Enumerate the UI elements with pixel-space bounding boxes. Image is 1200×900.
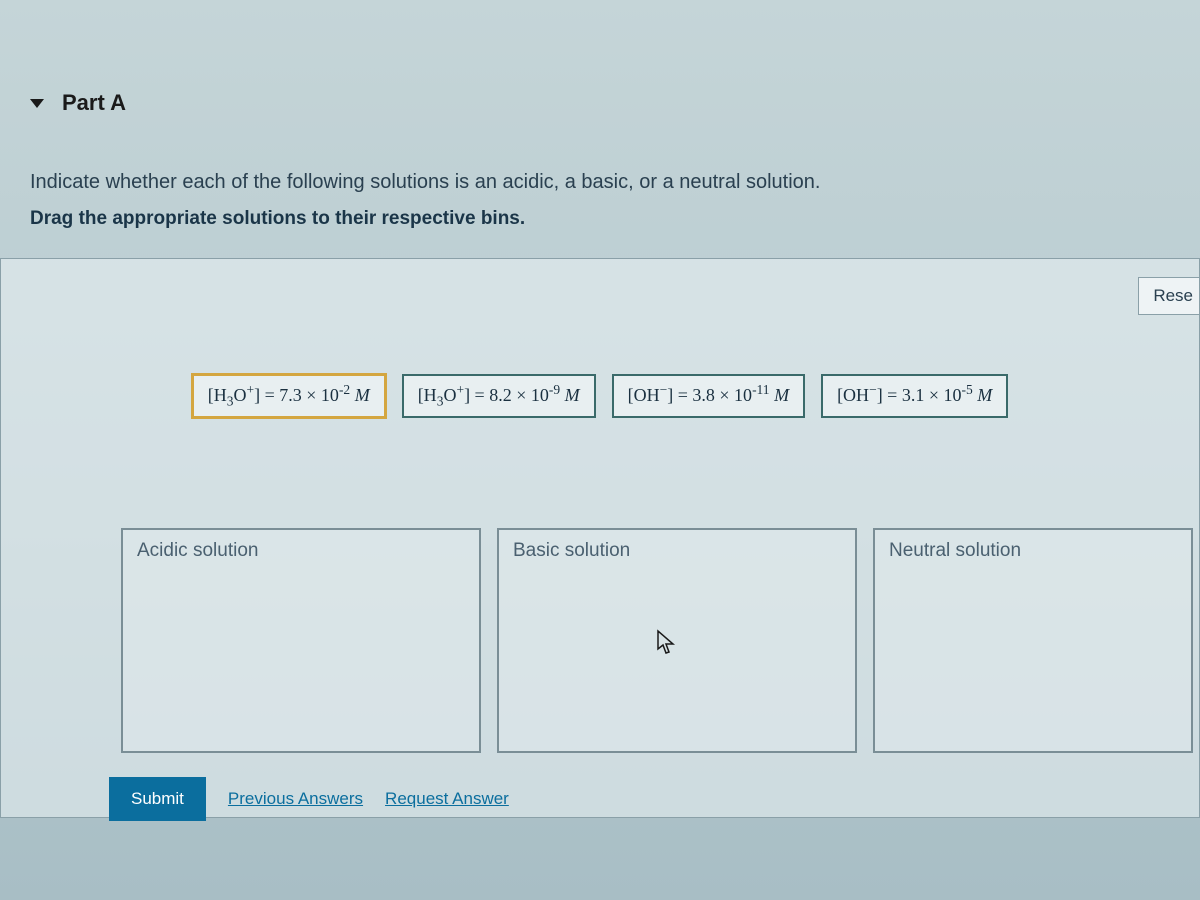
item-4-coeff: 3.1 [902, 385, 925, 405]
sub-instruction-text: Drag the appropriate solutions to their … [30, 208, 1200, 230]
item-1-unit: M [355, 385, 370, 405]
previous-answers-link[interactable]: Previous Answers [228, 789, 363, 809]
item-1-coeff: 7.3 [279, 385, 302, 405]
part-title: Part A [62, 90, 126, 116]
footer-row: Submit Previous Answers Request Answer [109, 777, 509, 821]
item-1-exp: -2 [339, 382, 350, 397]
item-2-coeff: 8.2 [489, 385, 512, 405]
bin-acidic[interactable]: Acidic solution [121, 528, 481, 753]
work-area: Rese [H3O+] = 7.3 × 10-2 M [H3O+] = 8.2 … [0, 258, 1200, 818]
bin-neutral[interactable]: Neutral solution [873, 528, 1193, 753]
part-header[interactable]: Part A [30, 90, 1200, 116]
reset-button[interactable]: Rese [1138, 277, 1199, 315]
submit-button[interactable]: Submit [109, 777, 206, 821]
draggable-items-row: [H3O+] = 7.3 × 10-2 M [H3O+] = 8.2 × 10-… [1, 374, 1199, 418]
instruction-text: Indicate whether each of the following s… [30, 171, 1200, 194]
item-2-exp: -9 [549, 382, 560, 397]
bin-basic[interactable]: Basic solution [497, 528, 857, 753]
bin-acidic-label: Acidic solution [137, 540, 465, 562]
drag-item-2[interactable]: [H3O+] = 8.2 × 10-9 M [402, 374, 596, 418]
item-3-unit: M [774, 385, 789, 405]
item-4-exp: -5 [962, 382, 973, 397]
request-answer-link[interactable]: Request Answer [385, 789, 509, 809]
chevron-down-icon [30, 99, 44, 108]
item-3-exp: -11 [752, 382, 770, 397]
bin-basic-label: Basic solution [513, 540, 841, 562]
drag-item-4[interactable]: [OH−] = 3.1 × 10-5 M [821, 374, 1008, 418]
question-page: Part A Indicate whether each of the foll… [0, 0, 1200, 818]
bins-row: Acidic solution Basic solution Neutral s… [121, 528, 1199, 753]
drag-item-3[interactable]: [OH−] = 3.8 × 10-11 M [612, 374, 805, 418]
item-4-unit: M [977, 385, 992, 405]
item-3-coeff: 3.8 [692, 385, 715, 405]
bin-neutral-label: Neutral solution [889, 540, 1177, 562]
drag-item-1[interactable]: [H3O+] = 7.3 × 10-2 M [192, 374, 386, 418]
item-2-unit: M [565, 385, 580, 405]
